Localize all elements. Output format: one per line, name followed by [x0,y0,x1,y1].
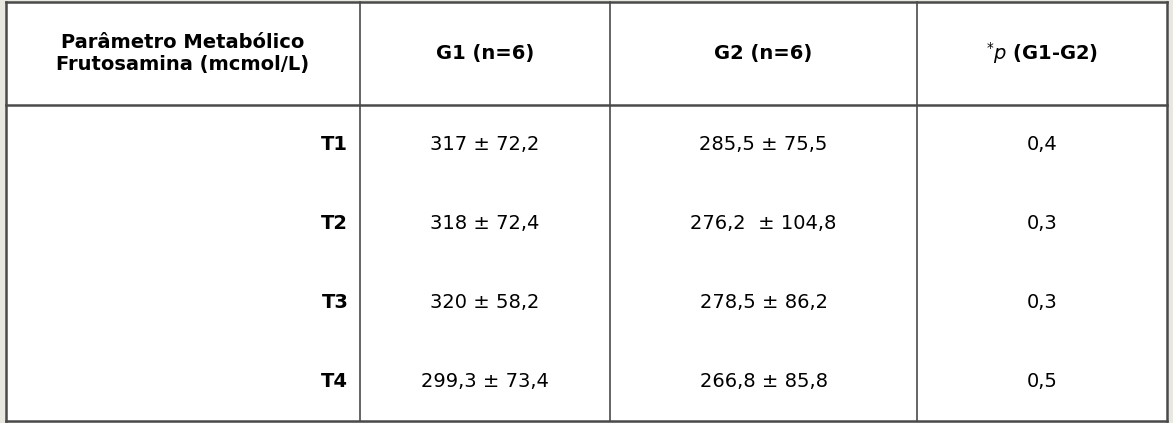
Text: $^{*}$$\it{p}$ (G1-G2): $^{*}$$\it{p}$ (G1-G2) [986,41,1098,66]
Text: T3: T3 [321,293,348,312]
Text: 285,5 ± 75,5: 285,5 ± 75,5 [699,135,828,154]
Text: 278,5 ± 86,2: 278,5 ± 86,2 [699,293,828,312]
Text: 320 ± 58,2: 320 ± 58,2 [430,293,540,312]
Text: 317 ± 72,2: 317 ± 72,2 [430,135,540,154]
Text: 0,4: 0,4 [1026,135,1058,154]
Text: 299,3 ± 73,4: 299,3 ± 73,4 [421,372,549,391]
Text: 0,3: 0,3 [1026,214,1058,233]
Text: 276,2  ± 104,8: 276,2 ± 104,8 [691,214,836,233]
Text: 318 ± 72,4: 318 ± 72,4 [430,214,540,233]
Text: T4: T4 [321,372,348,391]
Text: T2: T2 [321,214,348,233]
Text: 0,5: 0,5 [1026,372,1058,391]
Text: 266,8 ± 85,8: 266,8 ± 85,8 [699,372,828,391]
Text: G2 (n=6): G2 (n=6) [714,44,813,63]
Text: 0,3: 0,3 [1026,293,1058,312]
Text: Parâmetro Metabólico
Frutosamina (mcmol/L): Parâmetro Metabólico Frutosamina (mcmol/… [56,33,310,74]
Text: T1: T1 [321,135,348,154]
Text: G1 (n=6): G1 (n=6) [435,44,534,63]
